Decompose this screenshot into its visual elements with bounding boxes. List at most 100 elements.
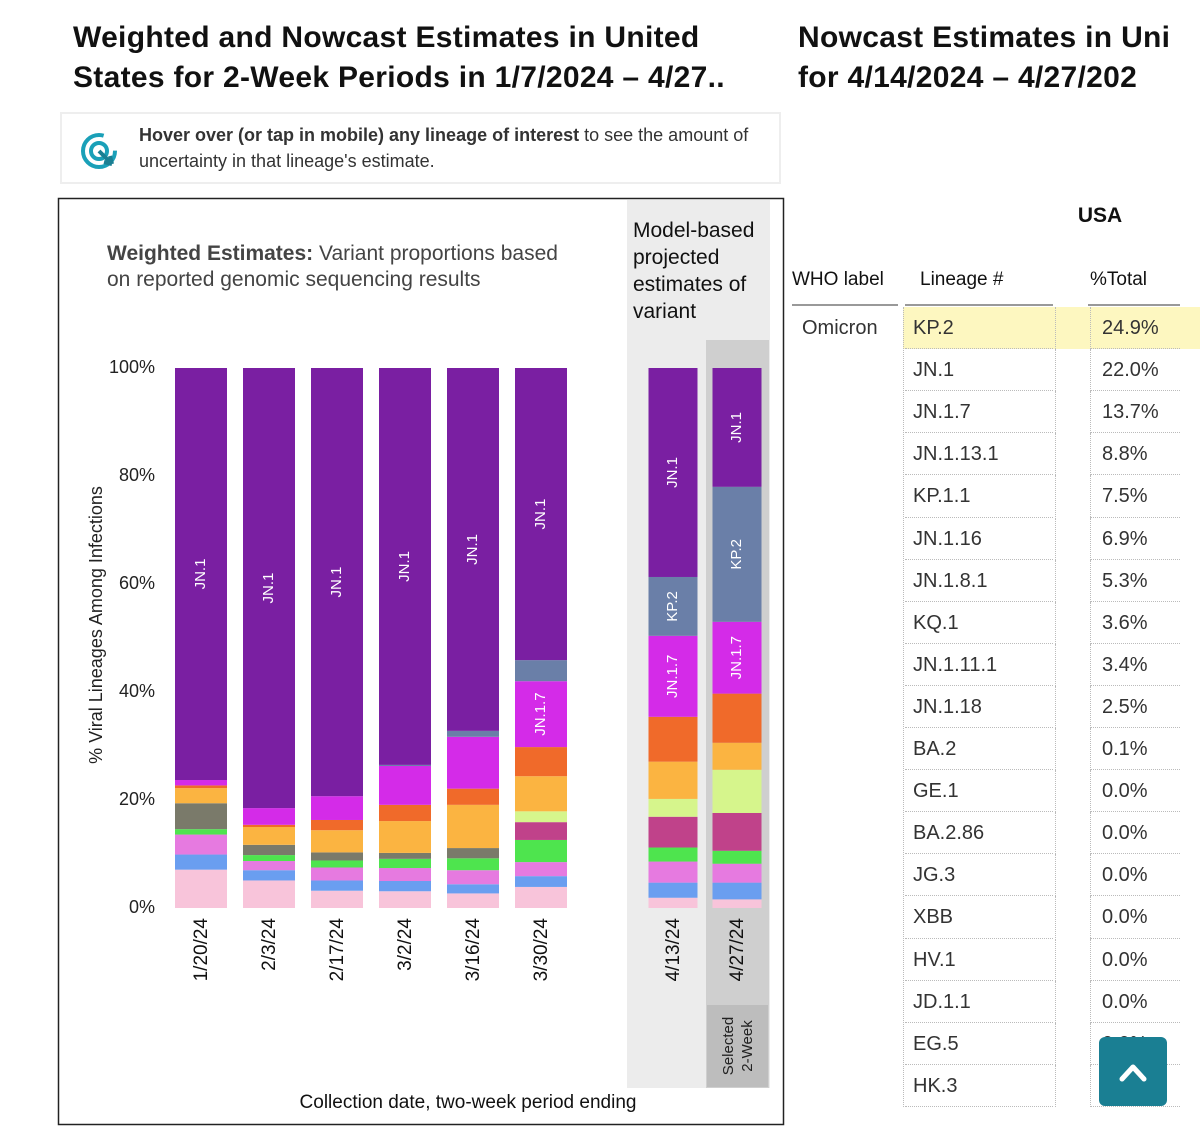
bar-segment — [447, 368, 499, 731]
cell-divider — [1055, 643, 1056, 686]
bar-segment — [648, 861, 698, 883]
bar-segment — [175, 829, 227, 835]
cell-divider — [1090, 896, 1091, 939]
lineage-cell: GE.1 — [913, 780, 959, 803]
row-rule — [905, 1021, 1053, 1023]
row-rule — [905, 600, 1053, 602]
row-rule — [1090, 979, 1180, 981]
bar-segment — [243, 870, 295, 881]
cell-divider — [1090, 601, 1091, 644]
cell-divider — [1055, 728, 1056, 771]
cell-divider — [1090, 1064, 1091, 1107]
bar-segment — [515, 747, 567, 777]
cell-divider — [1055, 433, 1056, 476]
percent-cell: 5.3% — [1102, 569, 1148, 592]
bar-segment — [243, 368, 295, 809]
who-label: Omicron — [802, 317, 878, 339]
info-rest: to see the amount of uncertainty in that… — [139, 125, 749, 171]
bar-segment — [311, 867, 363, 881]
selected-label: 2-Week — [739, 1020, 756, 1072]
y-tick-label: 20% — [119, 789, 155, 809]
bar-segment — [447, 848, 499, 859]
percent-cell: 24.9% — [1102, 317, 1159, 339]
x-tick-label: 1/20/24 — [191, 918, 212, 982]
bar-segment — [712, 368, 762, 487]
bar-segment — [379, 858, 431, 869]
bar-segment — [515, 681, 567, 748]
lineage-cell: EG.5 — [913, 1032, 959, 1055]
lineage-cell: JN.1.18 — [913, 695, 982, 718]
percent-cell: 0.0% — [1102, 990, 1148, 1013]
percent-cell: 0.0% — [1102, 780, 1148, 803]
back-to-top-button[interactable] — [1099, 1037, 1167, 1106]
segment-label: JN.1 — [192, 559, 209, 590]
bar-segment — [311, 860, 363, 868]
cell-divider — [1090, 349, 1091, 392]
bar-segment — [379, 765, 431, 805]
bar-segment — [175, 785, 227, 789]
chart-subtitle: Weighted Estimates: Variant proportions … — [107, 241, 567, 293]
selected-tag — [707, 1005, 768, 1087]
segment-label: JN.1 — [260, 573, 277, 604]
cell-divider — [1055, 601, 1056, 644]
bar-segment — [648, 635, 698, 717]
column-header: WHO label — [792, 269, 884, 290]
header-rule — [905, 304, 1053, 306]
cell-divider — [1055, 307, 1056, 350]
x-tick-label: 3/30/24 — [531, 918, 552, 982]
x-tick-label: 2/3/24 — [259, 918, 280, 971]
row-rule — [905, 348, 1053, 350]
lineage-cell: KP.1.1 — [913, 485, 971, 508]
percent-cell: 0.0% — [1102, 906, 1148, 929]
bar-segment — [175, 869, 227, 908]
page-title: Weighted and Nowcast Estimates in United… — [73, 21, 725, 94]
bar-segment — [175, 368, 227, 781]
bar-segment — [447, 730, 499, 737]
percent-cell: 0.1% — [1102, 738, 1148, 760]
bar-segment — [648, 897, 698, 908]
segment-label: KP.2 — [728, 539, 745, 570]
cell-divider — [1090, 391, 1091, 434]
bar-segment — [515, 368, 567, 661]
bar-segment — [311, 830, 363, 853]
y-tick-label: 100% — [109, 357, 155, 377]
header-rule — [792, 304, 898, 306]
bar-segment — [379, 852, 431, 859]
y-tick-label: 80% — [119, 465, 155, 485]
info-box: Hover over (or tap in mobile) any lineag… — [60, 112, 781, 184]
bar-segment — [379, 821, 431, 853]
cell-divider — [1090, 938, 1091, 981]
row-rule — [1090, 642, 1180, 644]
bar-segment — [712, 863, 762, 883]
lineage-cell: HK.3 — [913, 1074, 958, 1097]
percent-cell: 0.0% — [1102, 822, 1148, 845]
x-tick-label: 2/17/24 — [327, 918, 348, 982]
bar-segment — [175, 834, 227, 855]
column-header: %Total — [1090, 269, 1148, 290]
cell-divider — [1055, 1022, 1056, 1065]
bar-segment — [175, 780, 227, 786]
percent-cell: 8.8% — [1102, 443, 1148, 466]
bar-segment — [175, 788, 227, 804]
bar-segment — [311, 880, 363, 891]
segment-label: JN.1.7 — [664, 655, 681, 698]
cell-divider — [1090, 517, 1091, 560]
row-rule — [905, 769, 1053, 771]
bar-segment — [447, 893, 499, 908]
bar-segment — [712, 693, 762, 743]
bar-segment — [648, 882, 698, 898]
segment-label: JN.1 — [728, 412, 745, 443]
row-rule — [1090, 727, 1180, 728]
bar-segment — [648, 798, 698, 817]
segment-label: JN.1 — [396, 551, 413, 582]
selected-label: Selected — [720, 1017, 737, 1075]
subtitle-bold: Weighted Estimates: — [107, 242, 314, 265]
bar-segment — [243, 880, 295, 908]
table-region: USA — [1077, 204, 1123, 227]
row-rule — [905, 390, 1053, 392]
bar-segment — [175, 803, 227, 830]
bar-segment — [379, 764, 431, 766]
who-column-rule — [903, 307, 904, 1107]
percent-cell: 3.4% — [1102, 653, 1148, 676]
